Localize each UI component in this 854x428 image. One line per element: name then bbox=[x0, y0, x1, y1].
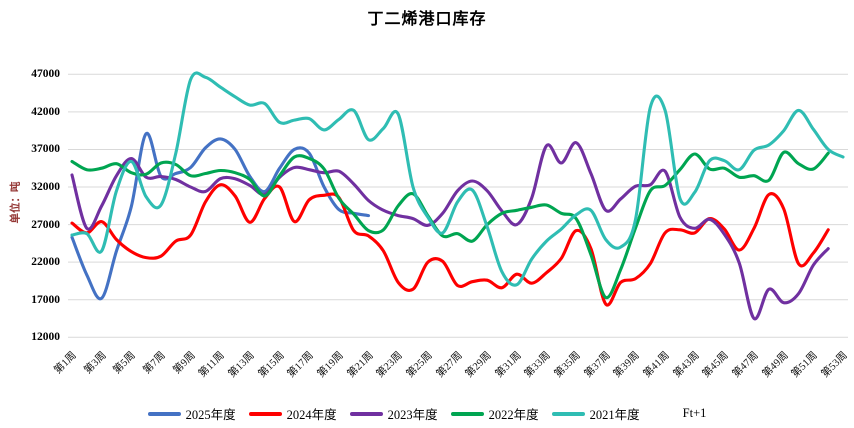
legend-label: 2021年度 bbox=[589, 408, 640, 422]
y-tick-label: 17000 bbox=[31, 293, 60, 306]
y-tick-label: 37000 bbox=[31, 143, 60, 156]
y-tick-label: 27000 bbox=[31, 218, 60, 231]
legend-swatch bbox=[248, 411, 282, 416]
series-line-2023年度 bbox=[70, 141, 830, 321]
ft-plus-one-label: Ft+1 bbox=[682, 406, 707, 420]
y-tick-label: 22000 bbox=[31, 256, 60, 269]
legend-label: 2025年度 bbox=[185, 408, 236, 422]
legend-swatch bbox=[349, 411, 383, 416]
y-tick-label: 32000 bbox=[31, 181, 60, 193]
legend-swatch bbox=[450, 411, 484, 416]
chart-title: 丁二烯港口库存 bbox=[367, 11, 487, 28]
legend-item-2024年度: 2024年度 bbox=[248, 404, 337, 423]
y-tick-label: 12000 bbox=[31, 331, 60, 344]
legend-item-2021年度: 2021年度 bbox=[551, 404, 640, 423]
legend-swatch bbox=[551, 411, 585, 416]
legend-item-2025年度: 2025年度 bbox=[147, 404, 236, 423]
series-line-2022年度 bbox=[70, 150, 830, 300]
legend-item-2022年度: 2022年度 bbox=[450, 404, 539, 423]
legend: 2025年度 2024年度 2023年度 2022年度 2021年度 Ft+1 bbox=[0, 404, 854, 423]
legend-swatch bbox=[147, 411, 181, 416]
legend-label: 2023年度 bbox=[387, 408, 438, 422]
series-line-2021年度 bbox=[70, 71, 845, 287]
series-line-2025年度 bbox=[70, 132, 371, 301]
legend-item-2023年度: 2023年度 bbox=[349, 404, 438, 423]
y-tick-label: 42000 bbox=[31, 105, 60, 118]
legend-label: 2022年度 bbox=[488, 408, 539, 422]
y-tick-label: 47000 bbox=[31, 68, 60, 81]
legend-label: 2024年度 bbox=[286, 408, 337, 422]
